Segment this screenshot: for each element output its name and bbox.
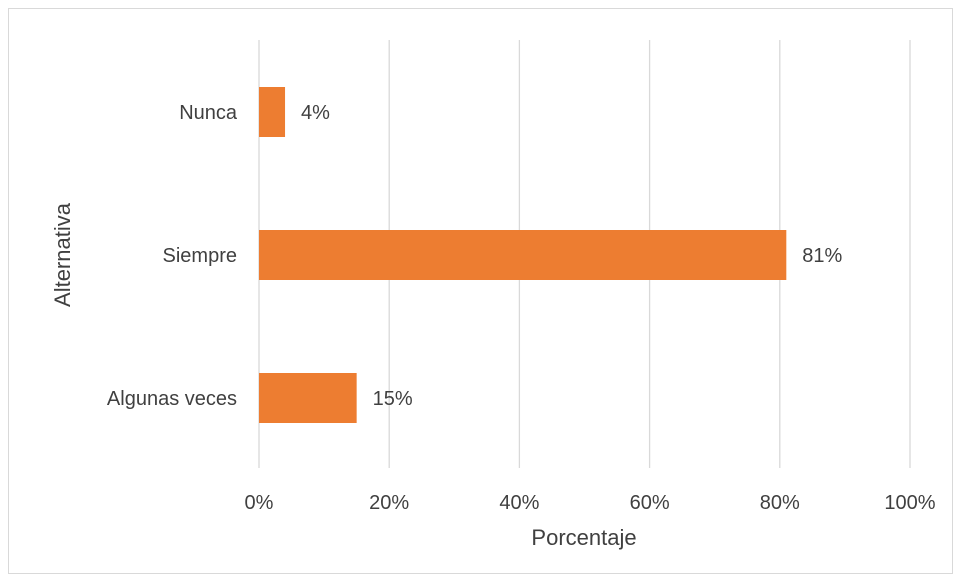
bar — [259, 373, 357, 423]
x-tick-label: 100% — [884, 492, 935, 514]
data-labels: 4% 81% 15% — [301, 102, 843, 410]
x-tick-label: 20% — [369, 492, 409, 514]
category-label: Nunca — [179, 102, 238, 124]
bars — [259, 87, 787, 423]
chart-frame — [8, 8, 953, 574]
category-label: Algunas veces — [107, 388, 237, 410]
bar — [259, 230, 787, 280]
data-label: 4% — [301, 102, 330, 124]
x-tick-label: 60% — [630, 492, 670, 514]
data-label: 15% — [373, 388, 413, 410]
x-tick-label: 80% — [760, 492, 800, 514]
x-tick-label: 0% — [245, 492, 274, 514]
category-labels: Nunca Siempre Algunas veces — [107, 102, 238, 410]
category-label: Siempre — [163, 245, 237, 267]
y-axis-title: Alternativa — [50, 202, 75, 307]
x-axis-title: Porcentaje — [531, 525, 636, 550]
x-tick-labels: 0% 20% 40% 60% 80% 100% — [245, 492, 936, 514]
data-label: 81% — [802, 245, 842, 267]
bar — [259, 87, 286, 137]
x-tick-label: 40% — [499, 492, 539, 514]
